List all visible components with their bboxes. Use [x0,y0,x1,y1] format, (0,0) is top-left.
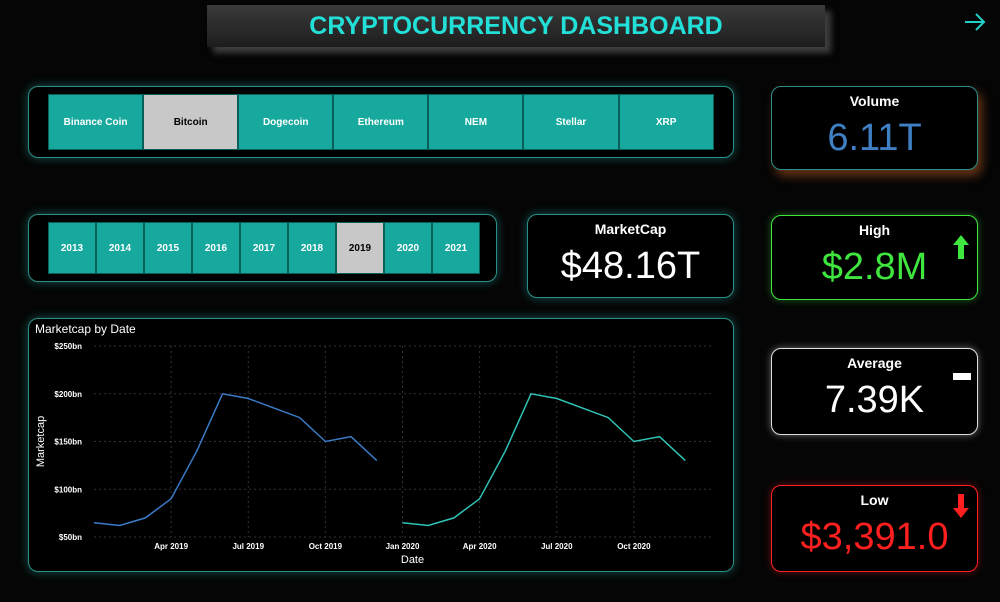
card-label: High [858,222,891,238]
chart: Marketcap by Date Date Marketcap $50bn $100b… [35,322,711,566]
slicer-button[interactable]: 2020 [384,222,432,274]
slicer-button[interactable]: NEM [428,94,524,150]
x-tick-label: Jul 2020 [541,542,573,551]
exit-icon[interactable] [962,10,988,34]
chart-panel [28,318,734,572]
line-series [93,392,378,527]
volume-card: Volume 6.11T [771,86,978,170]
dashboard-title: CRYPTOCURRENCY DASHBOARD [207,5,825,47]
year-slicer: 2013 2014 2015 2016 2017 2018 2019 2020 2021 [48,222,480,274]
y-axis-label: Marketcap [35,416,47,467]
x-tick-label: Jan 2020 [386,542,420,551]
slicer-button[interactable]: 2014 [96,222,144,274]
slicer-button[interactable]: 2018 [288,222,336,274]
slicer-button[interactable]: 2017 [240,222,288,274]
line-series [402,392,686,527]
y-tick-label: $250bn [54,342,82,351]
card-label: Volume [849,93,900,109]
x-tick-label: Apr 2020 [463,542,497,551]
flat-icon [953,373,971,380]
slicer-button[interactable]: Ethereum [333,94,429,150]
card-value: $2.8M [821,246,928,288]
y-tick-label: $200bn [54,390,82,399]
y-tick-label: $150bn [54,438,82,447]
card-label: MarketCap [594,221,667,237]
y-tick-label: $50bn [59,533,82,542]
x-tick-label: Jul 2019 [232,542,264,551]
coin-slicer: Binance Coin Bitcoin Dogecoin Ethereum NEM St… [48,94,714,150]
low-card: Low $3,391.0 [771,485,978,572]
up-arrow-icon [953,235,969,259]
high-card: High $2.8M [771,215,978,300]
slicer-button[interactable]: XRP [618,94,714,150]
card-value: $48.16T [560,245,701,287]
slicer-button[interactable]: Dogecoin [238,94,334,150]
x-axis-label: Date [401,554,424,566]
marketcap-card: MarketCap $48.16T [527,214,734,298]
average-card: Average 7.39K [771,348,978,435]
slicer-button[interactable]: 2019 [336,222,384,274]
down-arrow-icon [953,494,969,518]
chart-title: Marketcap by Date [35,322,136,336]
y-tick-label: $100bn [54,485,82,494]
card-label: Average [847,355,902,371]
slicer-button[interactable]: Binance Coin [48,94,144,150]
slicer-button[interactable]: 2016 [192,222,240,274]
slicer-button[interactable]: Bitcoin [143,94,239,150]
card-value: 6.11T [827,117,922,159]
card-value: $3,391.0 [800,516,949,558]
card-value: 7.39K [824,379,925,421]
slicer-button[interactable]: 2021 [432,222,480,274]
x-tick-label: Oct 2019 [309,542,343,551]
card-label: Low [860,492,889,508]
slicer-button[interactable]: 2015 [144,222,192,274]
x-tick-label: Apr 2019 [154,542,188,551]
x-tick-label: Oct 2020 [617,542,651,551]
slicer-button[interactable]: 2013 [48,222,96,274]
slicer-button[interactable]: Stellar [523,94,619,150]
